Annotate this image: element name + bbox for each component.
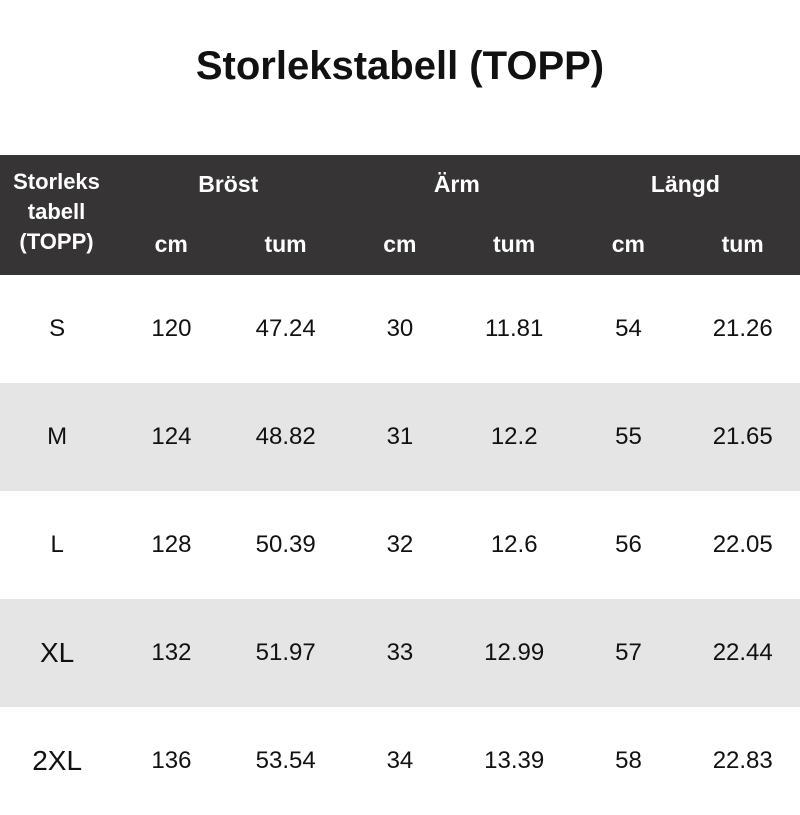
group-header: Ärm bbox=[433, 171, 480, 197]
page-title: Storlekstabell (TOPP) bbox=[195, 44, 605, 88]
value-cell: 53.54 bbox=[255, 747, 316, 774]
header-line: tabell bbox=[27, 199, 86, 224]
value-cell: 54 bbox=[615, 315, 642, 342]
table-header: Storleks tabell (TOPP) Bröst Ärm Längd cm tu… bbox=[0, 155, 800, 275]
size-cell: 2XL bbox=[32, 745, 83, 776]
table-row: S 120 47.24 30 11.81 54 21.26 bbox=[0, 275, 800, 383]
unit-header: tum bbox=[721, 231, 764, 257]
size-cell: S bbox=[49, 315, 66, 342]
value-cell: 55 bbox=[615, 423, 642, 450]
table-row: 2XL 136 53.54 34 13.39 58 22.83 bbox=[0, 707, 800, 815]
value-cell: 120 bbox=[151, 315, 192, 342]
size-cell: M bbox=[47, 423, 68, 450]
value-cell: 13.39 bbox=[484, 747, 545, 774]
value-cell: 50.39 bbox=[255, 531, 316, 558]
value-cell: 22.83 bbox=[712, 747, 773, 774]
value-cell: 12.6 bbox=[490, 531, 538, 558]
value-cell: 21.65 bbox=[712, 423, 773, 450]
value-cell: 51.97 bbox=[255, 639, 316, 666]
value-cell: 48.82 bbox=[255, 423, 316, 450]
header-line: Storleks bbox=[13, 169, 100, 194]
group-header: Bröst bbox=[198, 171, 259, 197]
value-cell: 22.44 bbox=[712, 639, 773, 666]
value-cell: 12.99 bbox=[484, 639, 545, 666]
value-cell: 34 bbox=[386, 747, 414, 774]
value-cell: 128 bbox=[151, 531, 192, 558]
size-cell: XL bbox=[40, 637, 75, 668]
table-row: XL 132 51.97 33 12.99 57 22.44 bbox=[0, 599, 800, 707]
header-line: (TOPP) bbox=[19, 229, 94, 254]
value-cell: 30 bbox=[386, 315, 414, 342]
value-cell: 57 bbox=[615, 639, 642, 666]
value-cell: 124 bbox=[151, 423, 192, 450]
size-cell: L bbox=[50, 531, 64, 558]
value-cell: 47.24 bbox=[255, 315, 316, 342]
value-cell: 31 bbox=[386, 423, 414, 450]
value-cell: 56 bbox=[615, 531, 642, 558]
value-cell: 22.05 bbox=[712, 531, 773, 558]
value-cell: 33 bbox=[386, 639, 414, 666]
value-cell: 32 bbox=[386, 531, 414, 558]
value-cell: 21.26 bbox=[712, 315, 773, 342]
table-row: M 124 48.82 31 12.2 55 21.65 bbox=[0, 383, 800, 491]
unit-header: tum bbox=[264, 231, 307, 257]
table-row: L 128 50.39 32 12.6 56 22.05 bbox=[0, 491, 800, 599]
value-cell: 11.81 bbox=[485, 315, 544, 342]
group-header: Längd bbox=[650, 171, 720, 197]
value-cell: 12.2 bbox=[490, 423, 538, 450]
first-column-header: Storleks tabell (TOPP) bbox=[0, 167, 113, 257]
unit-header: cm bbox=[154, 231, 188, 257]
unit-header: tum bbox=[493, 231, 536, 257]
unit-header: cm bbox=[611, 231, 646, 257]
value-cell: 58 bbox=[615, 747, 642, 774]
value-cell: 136 bbox=[151, 747, 192, 774]
unit-header: cm bbox=[383, 231, 417, 257]
value-cell: 132 bbox=[151, 639, 192, 666]
